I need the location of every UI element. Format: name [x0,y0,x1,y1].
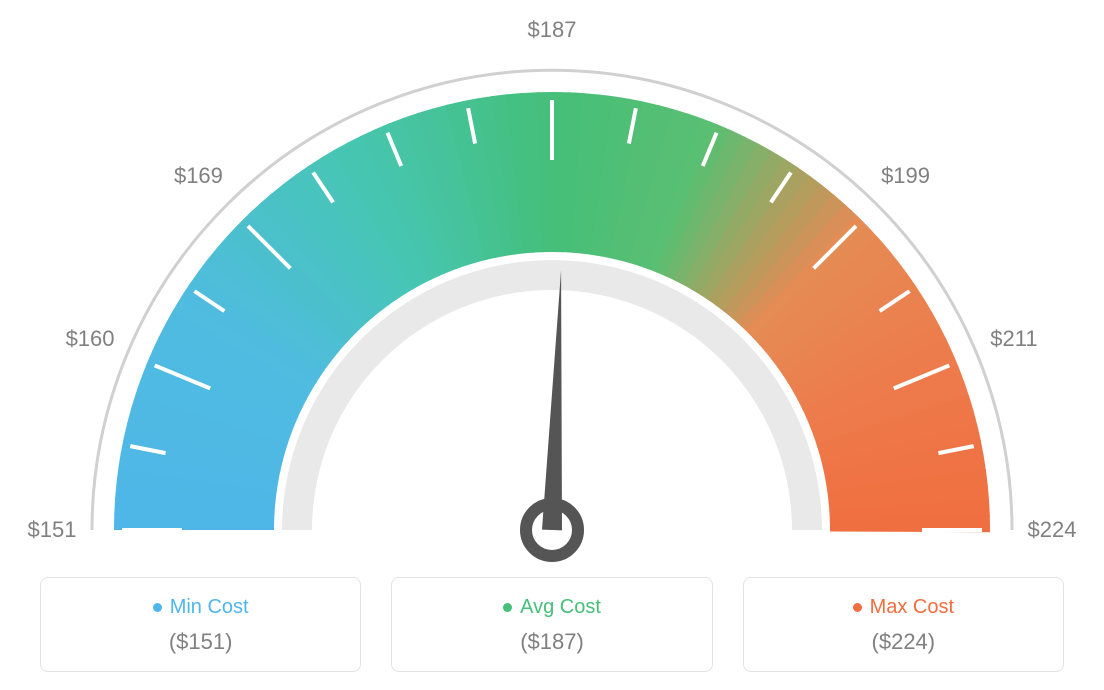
gauge-area: $151 $160 $169 $187 $199 $211 $224 [0,0,1104,570]
scale-label: $160 [66,326,115,352]
legend-row: Min Cost ($151) Avg Cost ($187) Max Cost… [40,577,1064,672]
legend-label: Avg Cost [520,596,601,619]
legend-label: Min Cost [170,596,249,619]
legend-title-min: Min Cost [153,596,249,619]
scale-label: $169 [174,163,223,189]
legend-card-avg: Avg Cost ($187) [391,577,712,672]
dot-icon [153,603,162,612]
legend-title-avg: Avg Cost [503,596,601,619]
legend-value-max: ($224) [744,629,1063,655]
legend-title-max: Max Cost [853,596,954,619]
scale-label: $224 [1028,517,1077,543]
cost-gauge-chart: $151 $160 $169 $187 $199 $211 $224 Min Cost ($… [0,0,1104,690]
legend-label: Max Cost [870,596,954,619]
scale-label: $199 [881,163,930,189]
legend-value-avg: ($187) [392,629,711,655]
gauge-svg [0,0,1104,570]
legend-value-min: ($151) [41,629,360,655]
legend-card-min: Min Cost ($151) [40,577,361,672]
scale-label: $211 [990,326,1037,352]
scale-label: $151 [28,517,77,543]
legend-card-max: Max Cost ($224) [743,577,1064,672]
dot-icon [503,603,512,612]
dot-icon [853,603,862,612]
scale-label: $187 [528,17,577,43]
